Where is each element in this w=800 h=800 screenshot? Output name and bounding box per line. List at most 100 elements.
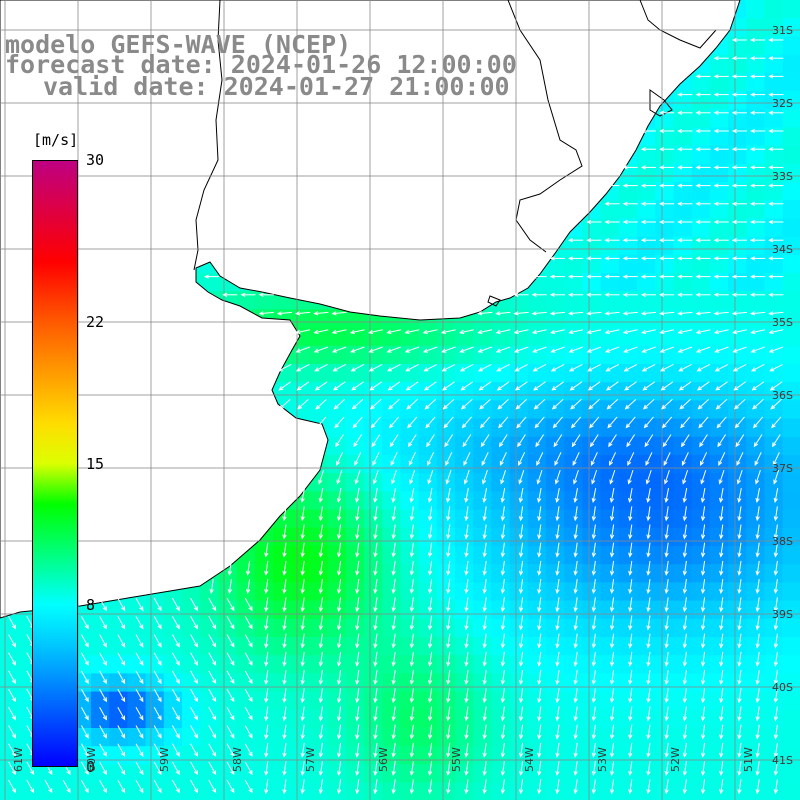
wind-arrow <box>314 329 329 334</box>
wind-arrow <box>501 488 506 502</box>
wind-arrowhead <box>731 238 737 243</box>
wind-arrow <box>624 346 638 353</box>
wind-arrow <box>533 363 547 372</box>
wind-arrowhead <box>245 588 251 595</box>
wind-arrowhead <box>628 716 633 722</box>
wind-arrow <box>356 670 360 684</box>
wind-arrowhead <box>464 570 469 576</box>
wind-arrow <box>702 579 706 593</box>
wind-arrowhead <box>373 516 378 522</box>
wind-arrowhead <box>642 404 648 410</box>
wind-arrow <box>500 469 507 484</box>
wind-arrowhead <box>518 534 524 540</box>
wind-arrowhead <box>193 642 198 648</box>
wind-arrow <box>335 434 344 447</box>
wind-arrow <box>702 670 706 684</box>
border-line <box>639 0 717 49</box>
wind-arrowhead <box>659 183 665 188</box>
wind-arrowhead <box>719 516 724 522</box>
wind-arrowhead <box>264 643 269 649</box>
wind-arrow <box>501 506 505 521</box>
wind-arrow <box>556 597 560 612</box>
wind-arrowhead <box>550 367 556 372</box>
wind-arrowhead <box>695 256 701 261</box>
wind-arrow <box>592 560 596 575</box>
wind-arrowhead <box>555 552 560 558</box>
wind-arrow <box>423 329 438 334</box>
wind-arrow <box>461 398 473 410</box>
wind-arrow <box>277 311 293 315</box>
wind-arrowhead <box>409 552 415 558</box>
wind-arrowhead <box>659 311 665 316</box>
wind-arrow <box>756 579 760 593</box>
wind-arrowhead <box>769 386 775 391</box>
wind-arrowhead <box>264 716 269 722</box>
wind-arrow <box>374 688 378 703</box>
wind-arrowhead <box>350 367 356 372</box>
wind-arrowhead <box>407 423 412 429</box>
wind-arrow <box>551 329 565 334</box>
wind-arrow <box>338 542 342 557</box>
wind-arrowhead <box>446 552 451 558</box>
wind-arrow <box>738 724 742 739</box>
wind-arrowhead <box>11 679 16 685</box>
wind-arrowhead <box>604 238 610 243</box>
wind-arrowhead <box>121 606 126 612</box>
wind-arrow <box>574 597 578 612</box>
wind-arrowhead <box>695 292 701 297</box>
wind-arrowhead <box>731 74 737 79</box>
wind-arrowhead <box>157 751 162 757</box>
wind-arrowhead <box>355 679 360 686</box>
wind-arrowhead <box>300 534 305 540</box>
wind-arrow <box>283 651 287 666</box>
longitude-label: 57W <box>304 747 317 772</box>
wind-arrowhead <box>604 201 610 206</box>
wind-arrowhead <box>696 367 702 372</box>
wind-arrow <box>718 452 726 466</box>
wind-arrow <box>501 651 505 666</box>
wind-arrowhead <box>336 789 342 795</box>
wind-arrow <box>629 779 633 794</box>
wind-arrow <box>315 381 328 391</box>
wind-arrowhead <box>700 625 706 631</box>
wind-arrowhead <box>609 661 615 667</box>
colorbar-tick-label: 0 <box>86 758 96 776</box>
wind-arrow <box>135 634 144 647</box>
wind-arrow <box>465 633 469 648</box>
wind-arrow <box>574 706 578 721</box>
wind-arrow <box>208 652 217 666</box>
wind-arrow <box>611 651 615 666</box>
wind-arrow <box>679 398 691 410</box>
wind-arrow <box>520 779 524 794</box>
longitude-label: 61W <box>12 747 25 772</box>
wind-arrow <box>465 761 469 775</box>
wind-arrow <box>356 488 360 502</box>
wind-arrowhead <box>427 607 433 613</box>
wind-arrow <box>738 779 742 794</box>
wind-arrow <box>717 434 727 447</box>
wind-arrow <box>587 311 602 315</box>
wind-arrowhead <box>482 516 487 522</box>
wind-arrowhead <box>537 770 542 777</box>
wind-arrowhead <box>573 770 578 777</box>
wind-arrowhead <box>750 219 756 225</box>
wind-arrowhead <box>623 367 629 372</box>
wind-arrowhead <box>193 733 198 739</box>
wind-arrowhead <box>482 716 487 722</box>
wind-arrowhead <box>719 643 724 649</box>
wind-arrow <box>520 524 524 539</box>
wind-arrowhead <box>550 329 556 335</box>
wind-arrow <box>410 560 414 575</box>
wind-arrow <box>611 633 615 648</box>
wind-arrow <box>117 725 126 738</box>
wind-arrowhead <box>768 56 774 61</box>
wind-arrowhead <box>568 274 574 279</box>
wind-arrowhead <box>628 698 633 704</box>
wind-arrow <box>296 346 310 353</box>
wind-arrow <box>338 724 342 739</box>
wind-arrowhead <box>537 698 542 704</box>
wind-arrowhead <box>622 311 628 316</box>
wind-arrowhead <box>680 423 685 429</box>
wind-arrow <box>774 706 778 721</box>
wind-arrow <box>605 311 620 315</box>
